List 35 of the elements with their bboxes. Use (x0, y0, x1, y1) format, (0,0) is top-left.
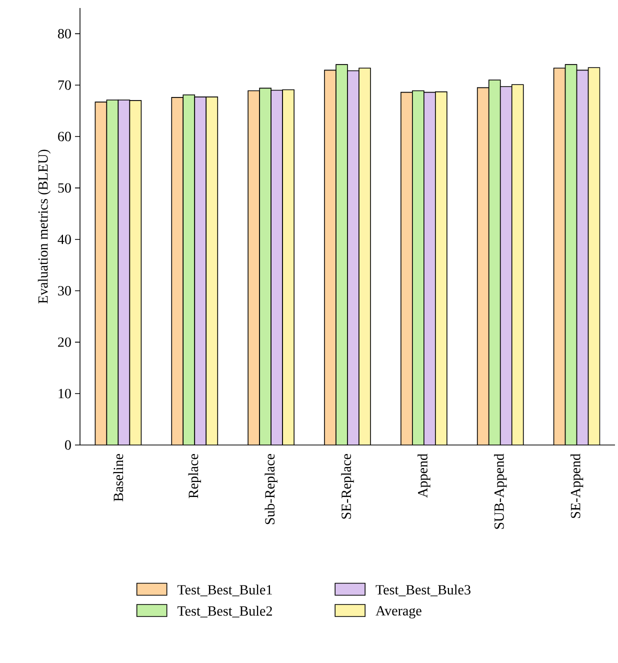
bar (183, 94, 195, 445)
bar (359, 68, 370, 445)
y-axis-title: Evaluation metrics (BLEU) (38, 150, 51, 304)
x-tick-label: SUB-Append (494, 454, 507, 529)
bar (206, 96, 218, 445)
legend-label: Test_Best_Bule1 (177, 584, 272, 596)
bar (588, 67, 600, 445)
legend-label: Average (376, 606, 422, 618)
x-tick-label: Append (418, 454, 430, 498)
x-tick-label: SE-Replace (341, 454, 354, 519)
legend-label: Test_Best_Bule3 (376, 584, 470, 596)
y-tick-label: 0 (65, 440, 71, 450)
bar (282, 90, 294, 445)
bar (488, 80, 500, 445)
y-tick-label: 60 (58, 132, 71, 142)
y-tick-label: 50 (58, 183, 71, 193)
y-tick-label: 40 (58, 234, 71, 244)
bar (106, 100, 118, 445)
y-tick-label: 10 (58, 388, 71, 398)
bar (260, 88, 272, 445)
bar (412, 90, 424, 445)
bar (130, 100, 142, 445)
x-tick-label: Baseline (113, 454, 124, 502)
y-tick-label: 80 (58, 28, 71, 38)
x-tick-label: Replace (188, 454, 201, 498)
y-tick-label: 30 (58, 286, 71, 296)
y-tick-label: 70 (58, 80, 71, 90)
x-tick-label: Sub-Replace (264, 454, 278, 524)
bar (564, 64, 578, 445)
bar (435, 92, 447, 445)
bar (512, 84, 524, 445)
legend-label: Test_Best_Bule2 (177, 606, 272, 618)
y-tick-label: 20 (58, 337, 71, 347)
bar (336, 64, 348, 445)
x-tick-label: SE-Append (570, 454, 584, 518)
